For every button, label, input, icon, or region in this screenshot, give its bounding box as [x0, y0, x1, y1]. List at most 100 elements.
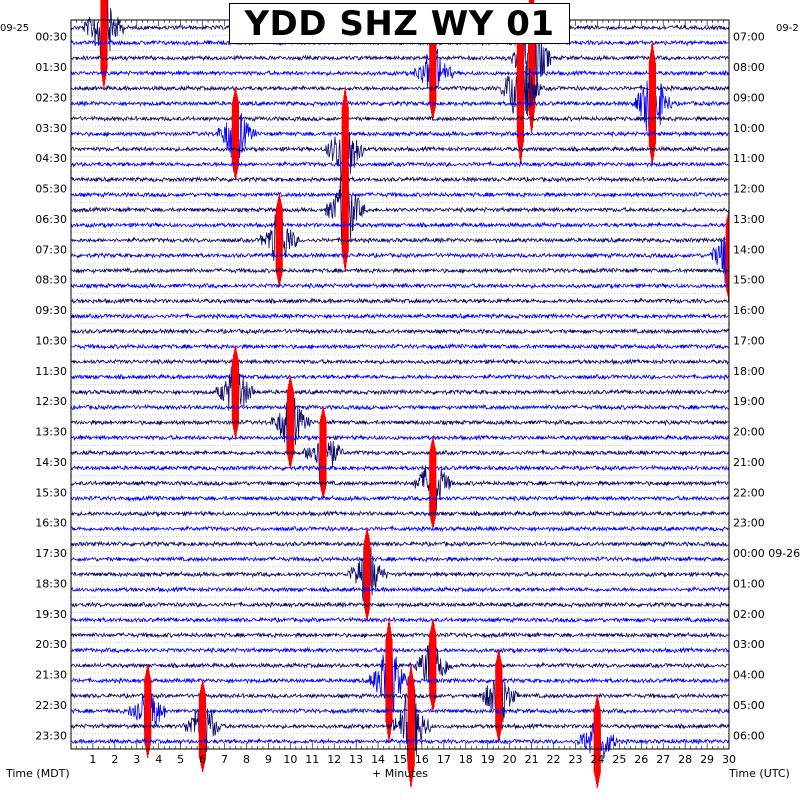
trace-row: [71, 541, 729, 613]
trace-row: [70, 616, 729, 624]
clipped-trace: [429, 619, 437, 712]
left-time-label: 07:30: [35, 243, 67, 256]
trace-row: [70, 282, 729, 290]
trace-row: [70, 540, 729, 548]
right-time-label: 01:00: [733, 577, 765, 590]
left-time-label: 01:30: [35, 61, 67, 74]
left-time-label: 15:30: [35, 486, 67, 499]
trace-row: [70, 297, 729, 305]
left-time-label: 20:30: [35, 638, 67, 651]
x-tick-label: 19: [481, 753, 495, 766]
left-time-label: 17:30: [35, 547, 67, 560]
trace-row: [70, 175, 729, 184]
left-time-label: 22:30: [35, 699, 67, 712]
x-tick-label: 22: [547, 753, 561, 766]
trace-row: [70, 64, 729, 140]
clipped-trace: [341, 147, 349, 272]
x-tick-label: 5: [177, 753, 184, 766]
x-tick-label: 16: [415, 753, 429, 766]
left-time-label: 04:30: [35, 152, 67, 165]
right-time-labels: 07:00 08:00 09:00 10:00 11:00 12:00 13:00 14:00…: [733, 31, 800, 743]
x-tick-label: 26: [634, 753, 648, 766]
x-tick-label: 13: [349, 753, 363, 766]
left-time-label: 08:30: [35, 274, 67, 287]
clipped-trace: [275, 193, 283, 287]
left-time-label: 12:30: [35, 395, 67, 408]
left-time-label: 05:30: [35, 183, 67, 196]
right-time-label: 05:00: [733, 699, 765, 712]
x-tick-label: 20: [503, 753, 517, 766]
clipped-trace: [363, 528, 371, 621]
left-time-label: 16:30: [35, 517, 67, 530]
x-tick-label: 17: [437, 753, 451, 766]
trace-row: [70, 327, 729, 336]
x-tick-label: 7: [221, 753, 228, 766]
clipped-trace: [287, 376, 295, 469]
clipped-trace: [593, 694, 601, 789]
left-time-label: 06:30: [35, 213, 67, 226]
trace-row: [70, 105, 729, 200]
trace-row: [70, 38, 729, 47]
clipped-trace: [319, 407, 327, 499]
trace-row: [70, 524, 729, 533]
left-time-label: 23:30: [35, 729, 67, 742]
trace-row: [70, 585, 729, 593]
x-tick-label: 11: [305, 753, 319, 766]
clipped-trace: [144, 664, 152, 758]
trace-row: [70, 433, 729, 442]
clipped-trace: [231, 87, 239, 181]
right-time-label: 07:00: [733, 31, 765, 44]
trace-row: [70, 373, 729, 381]
left-time-label: 18:30: [35, 577, 67, 590]
trace-row: [70, 446, 729, 511]
x-tick-label: 9: [265, 753, 272, 766]
x-tick-label: 12: [327, 753, 341, 766]
right-time-label: 09:00: [733, 91, 765, 104]
x-tick-label: 25: [612, 753, 626, 766]
left-time-label: 09:30: [35, 304, 67, 317]
x-tick-label: 15: [393, 753, 407, 766]
right-time-label: 11:00: [733, 152, 765, 165]
x-tick-label: 4: [155, 753, 162, 766]
trace-row: [70, 600, 729, 609]
x-tick-label: 14: [371, 753, 385, 766]
x-tick-label: 27: [656, 753, 670, 766]
left-time-label: 03:30: [35, 122, 67, 135]
clipped-trace: [385, 618, 393, 743]
left-time-label: 13:30: [35, 426, 67, 439]
x-tick-label: 6: [199, 753, 206, 766]
x-tick-label: 30: [722, 753, 736, 766]
trace-row: [70, 358, 729, 366]
trace-row: [70, 100, 729, 170]
right-time-label: 18:00: [733, 365, 765, 378]
x-tick-label: 29: [700, 753, 714, 766]
trace-row: [70, 33, 729, 116]
x-tick-label: 3: [133, 753, 140, 766]
right-time-label: 17:00: [733, 334, 765, 347]
right-time-label: 19:00: [733, 395, 765, 408]
right-time-label: 10:00: [733, 122, 765, 135]
chart-title: YDD SHZ WY 01: [229, 3, 570, 44]
x-tick-label: 24: [590, 753, 604, 766]
right-time-label: 22:00: [733, 486, 765, 499]
trace-row: [70, 670, 729, 743]
x-axis-label: + Minutes: [372, 767, 428, 780]
right-time-label: 02:00: [733, 608, 765, 621]
x-tick-label: 1: [89, 753, 96, 766]
trace-row: [70, 190, 729, 199]
left-time-label: 14:30: [35, 456, 67, 469]
trace-row: [70, 114, 729, 123]
right-axis-label: Time (UTC): [728, 767, 790, 780]
trace-row: [70, 162, 729, 258]
trace-row: [70, 266, 729, 275]
trace-row: [70, 403, 729, 411]
trace-row: [70, 555, 729, 563]
trace-row: [70, 631, 729, 639]
trace-row: [70, 221, 729, 229]
trace-row: [70, 464, 729, 472]
right-time-label: 16:00: [733, 304, 765, 317]
left-time-label: 10:30: [35, 334, 67, 347]
seismic-traces: [70, 0, 730, 789]
right-time-label: 21:00: [733, 456, 765, 469]
x-tick-label: 28: [678, 753, 692, 766]
